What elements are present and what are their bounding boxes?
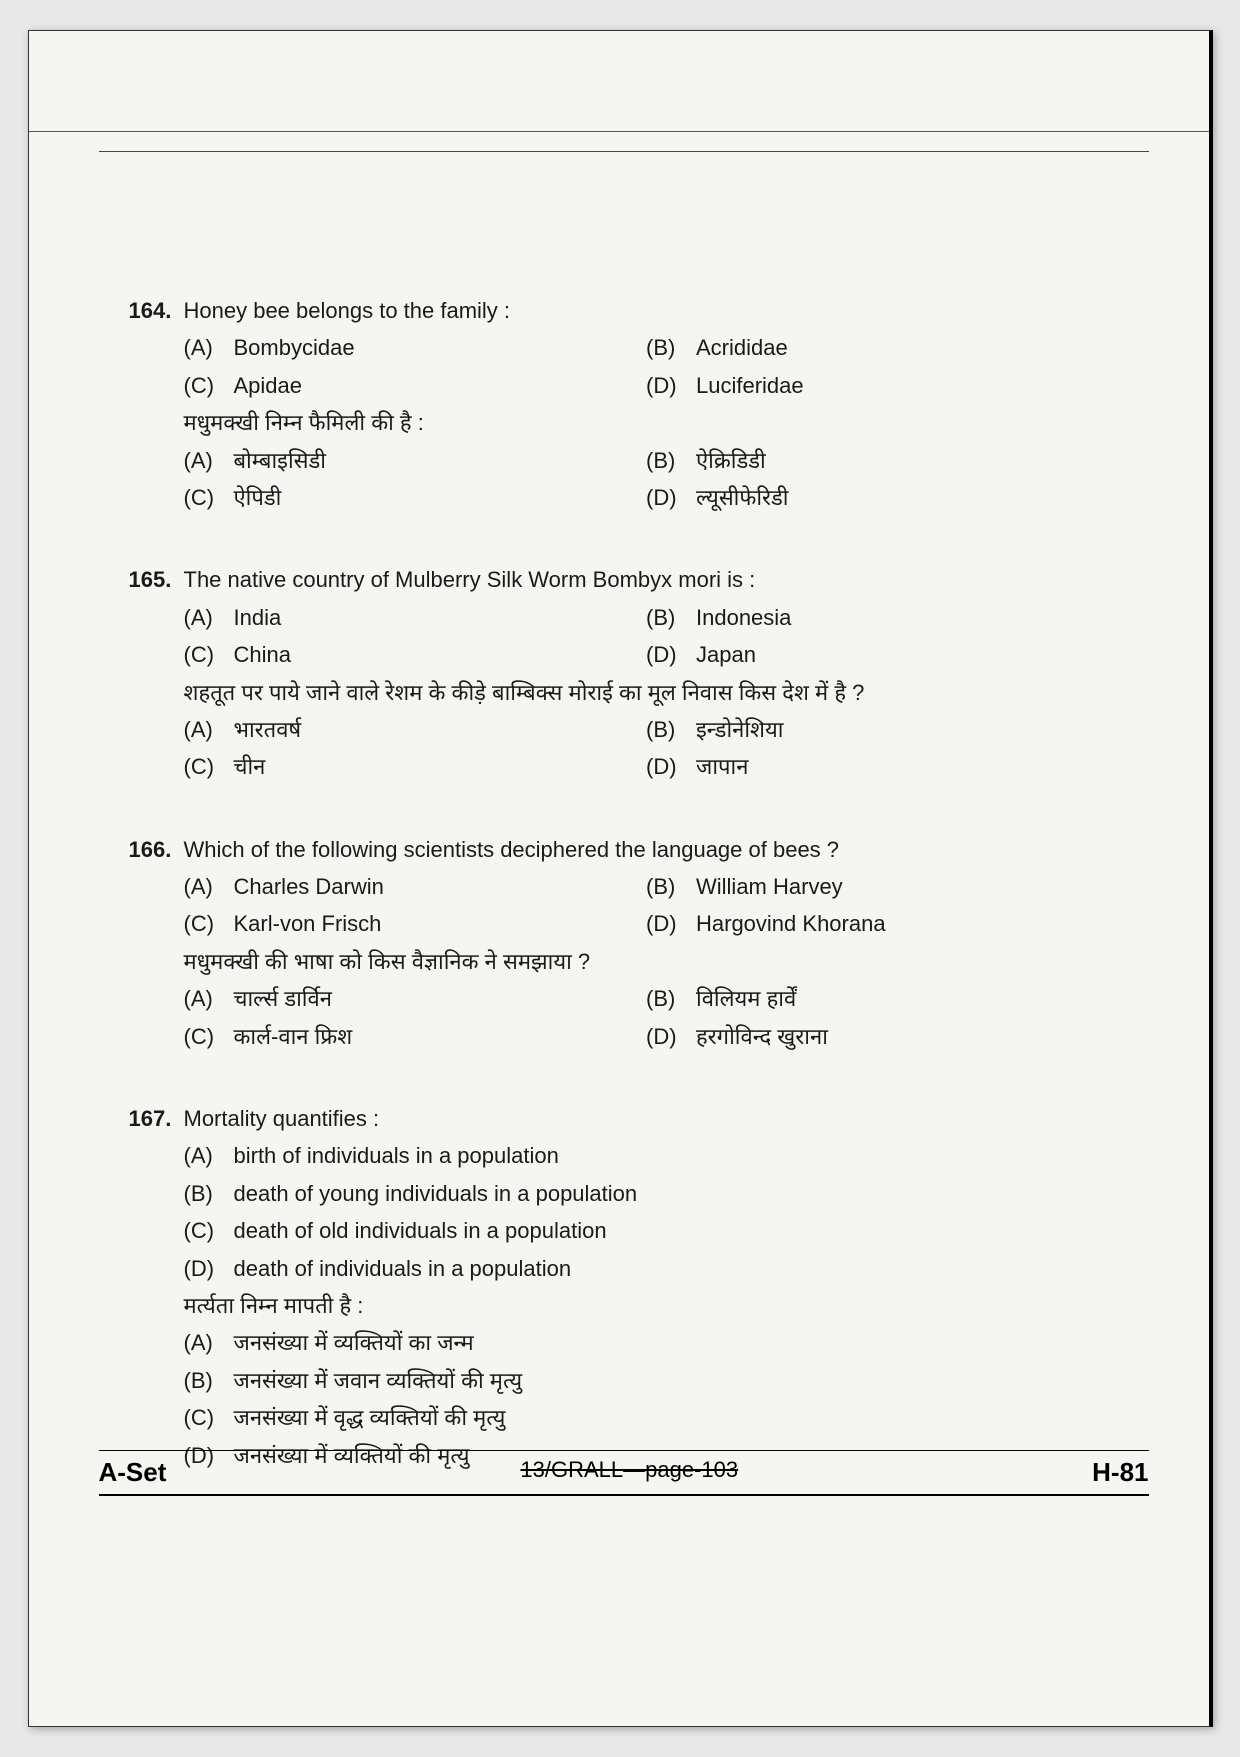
opt-c-en: China	[234, 636, 647, 673]
opt-a-en: India	[234, 599, 647, 636]
q-number: 166.	[129, 831, 184, 868]
footer-right: H-81	[1092, 1457, 1148, 1488]
opt-a-en: Bombycidae	[234, 329, 647, 366]
opt-label-a: (A)	[184, 599, 234, 636]
question-164: 164. Honey bee belongs to the family : (…	[129, 292, 1109, 516]
opt-label-c: (C)	[184, 748, 234, 785]
q-text-hi: मधुमक्खी की भाषा को किस वैज्ञानिक ने समझ…	[184, 943, 1109, 980]
q-text-en: The native country of Mulberry Silk Worm…	[184, 561, 1109, 598]
opt-label-b: (B)	[646, 599, 696, 636]
footer-left: A-Set	[99, 1457, 167, 1488]
q-text-hi: मधुमक्खी निम्न फैमिली की है :	[184, 404, 1109, 441]
opt-b-hi: इन्डोनेशिया	[696, 711, 1109, 748]
opt-d-en: Japan	[696, 636, 1109, 673]
question-167: 167. Mortality quantifies : (A)birth of …	[129, 1100, 1109, 1474]
opt-a-hi: जनसंख्या में व्यक्तियों का जन्म	[234, 1324, 1109, 1361]
opt-a-en: Charles Darwin	[234, 868, 647, 905]
opt-b-hi: ऐक्रिडिडी	[696, 442, 1109, 479]
opt-label-d: (D)	[184, 1250, 234, 1287]
opt-b-en: death of young individuals in a populati…	[234, 1175, 1109, 1212]
opt-c-hi: जनसंख्या में वृद्ध व्यक्तियों की मृत्यु	[234, 1399, 1109, 1436]
q-number: 167.	[129, 1100, 184, 1137]
opt-d-hi: जापान	[696, 748, 1109, 785]
exam-page: 164. Honey bee belongs to the family : (…	[28, 30, 1213, 1727]
opt-label-b: (B)	[184, 1362, 234, 1399]
opt-c-en: Karl-von Frisch	[234, 905, 647, 942]
opt-c-en: Apidae	[234, 367, 647, 404]
q-text-en: Which of the following scientists deciph…	[184, 831, 1109, 868]
opt-label-b: (B)	[184, 1175, 234, 1212]
opt-c-hi: कार्ल-वान फ्रिश	[234, 1018, 647, 1055]
opt-label-a: (A)	[184, 980, 234, 1017]
opt-label-c: (C)	[184, 367, 234, 404]
opt-label-c: (C)	[184, 1212, 234, 1249]
opt-d-en: Luciferidae	[696, 367, 1109, 404]
opt-label-b: (B)	[646, 711, 696, 748]
opt-a-en: birth of individuals in a population	[234, 1137, 1109, 1174]
opt-label-c: (C)	[184, 1399, 234, 1436]
opt-label-b: (B)	[646, 868, 696, 905]
opt-label-d: (D)	[646, 905, 696, 942]
opt-label-b: (B)	[646, 329, 696, 366]
opt-b-en: Indonesia	[696, 599, 1109, 636]
content-area: 164. Honey bee belongs to the family : (…	[29, 131, 1209, 1559]
opt-label-c: (C)	[184, 479, 234, 516]
q-text-en: Honey bee belongs to the family :	[184, 292, 1109, 329]
footer-mid: 13/GRALL—page-103	[520, 1457, 738, 1488]
opt-label-b: (B)	[646, 442, 696, 479]
opt-a-hi: चार्ल्स डार्विन	[234, 980, 647, 1017]
opt-label-d: (D)	[646, 748, 696, 785]
opt-label-a: (A)	[184, 711, 234, 748]
opt-label-d: (D)	[646, 367, 696, 404]
opt-d-en: Hargovind Khorana	[696, 905, 1109, 942]
opt-d-hi: ल्यूसीफेरिडी	[696, 479, 1109, 516]
opt-label-a: (A)	[184, 442, 234, 479]
opt-label-a: (A)	[184, 868, 234, 905]
opt-c-en: death of old individuals in a population	[234, 1212, 1109, 1249]
opt-b-en: William Harvey	[696, 868, 1109, 905]
opt-a-hi: बोम्बाइसिडी	[234, 442, 647, 479]
opt-b-hi: विलियम हार्वें	[696, 980, 1109, 1017]
opt-c-hi: चीन	[234, 748, 647, 785]
page-footer: A-Set 13/GRALL—page-103 H-81	[99, 1450, 1149, 1496]
q-text-hi: शहतूत पर पाये जाने वाले रेशम के कीड़े बा…	[184, 674, 1109, 711]
opt-b-en: Acrididae	[696, 329, 1109, 366]
question-166: 166. Which of the following scientists d…	[129, 831, 1109, 1055]
opt-label-c: (C)	[184, 636, 234, 673]
opt-label-a: (A)	[184, 1137, 234, 1174]
opt-label-a: (A)	[184, 329, 234, 366]
q-number: 164.	[129, 292, 184, 329]
opt-label-c: (C)	[184, 905, 234, 942]
q-text-en: Mortality quantifies :	[184, 1100, 1109, 1137]
q-text-hi: मर्त्यता निम्न मापती है :	[184, 1287, 1109, 1324]
question-165: 165. The native country of Mulberry Silk…	[129, 561, 1109, 785]
opt-c-hi: ऐपिडी	[234, 479, 647, 516]
opt-a-hi: भारतवर्ष	[234, 711, 647, 748]
opt-label-c: (C)	[184, 1018, 234, 1055]
opt-label-d: (D)	[646, 636, 696, 673]
opt-label-d: (D)	[646, 1018, 696, 1055]
opt-label-a: (A)	[184, 1324, 234, 1361]
opt-d-hi: हरगोविन्द खुराना	[696, 1018, 1109, 1055]
opt-b-hi: जनसंख्या में जवान व्यक्तियों की मृत्यु	[234, 1362, 1109, 1399]
opt-label-b: (B)	[646, 980, 696, 1017]
q-number: 165.	[129, 561, 184, 598]
opt-d-en: death of individuals in a population	[234, 1250, 1109, 1287]
opt-label-d: (D)	[646, 479, 696, 516]
